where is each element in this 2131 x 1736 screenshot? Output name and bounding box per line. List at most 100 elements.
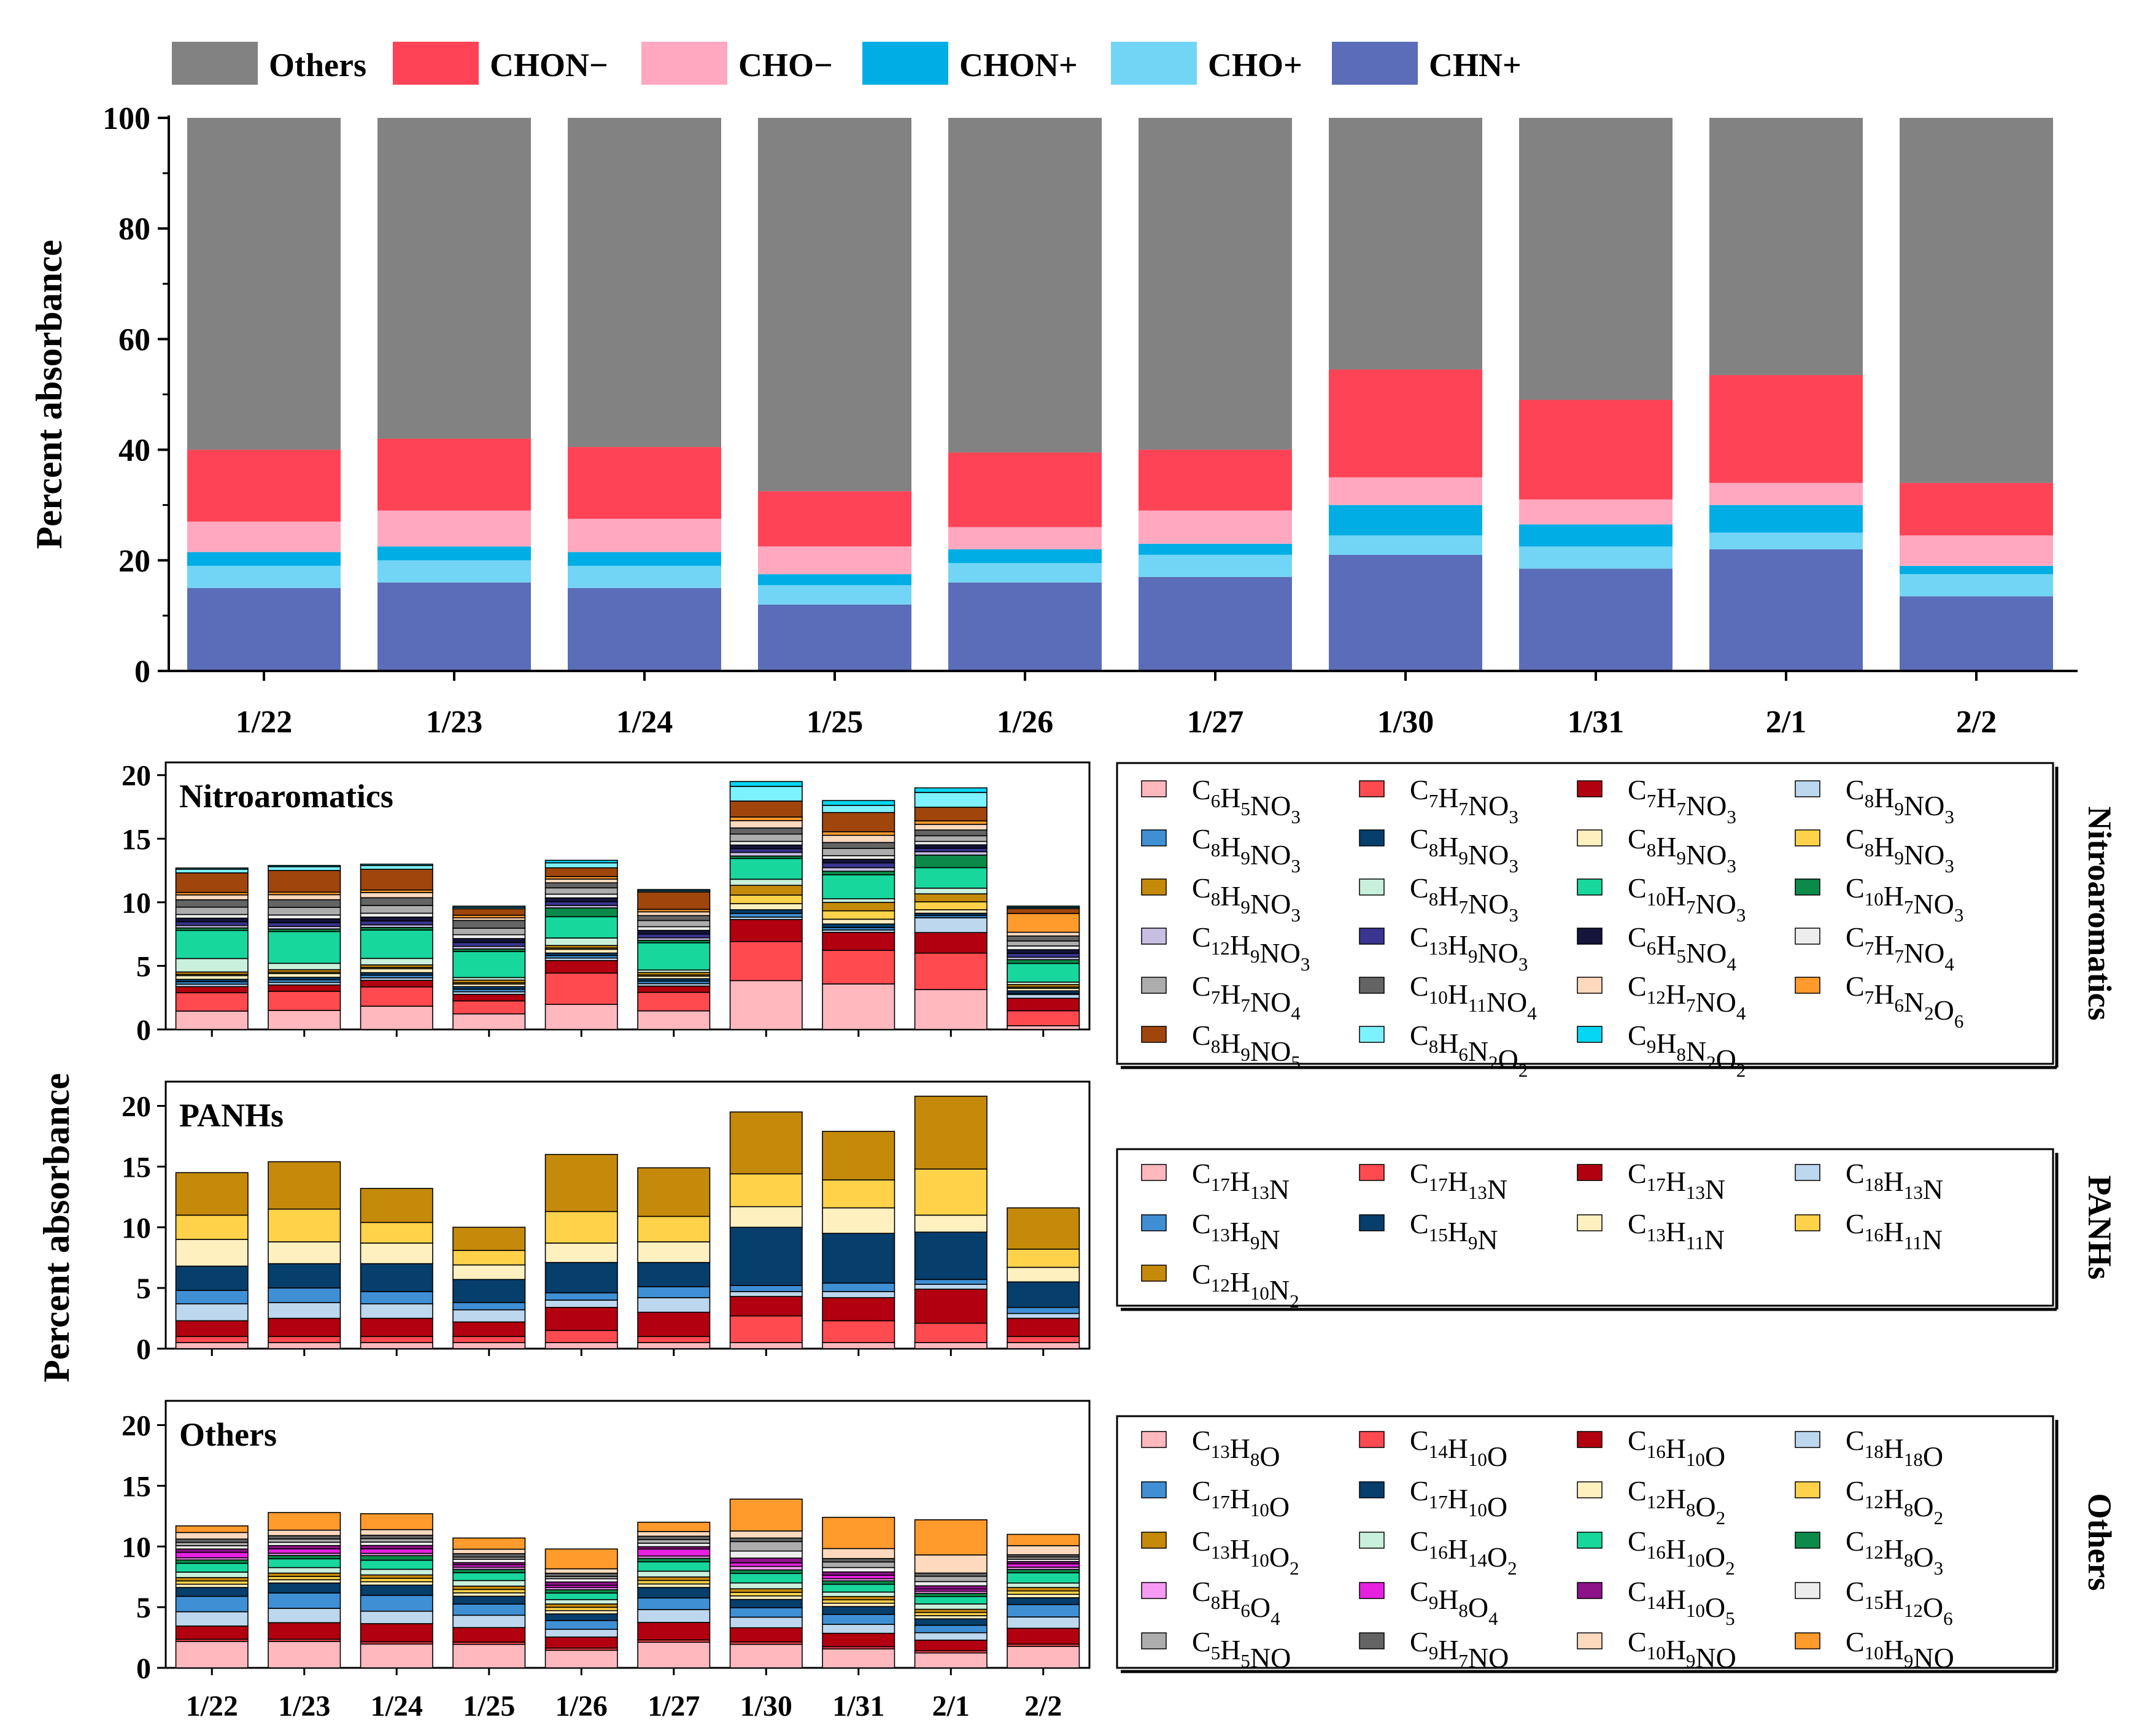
bar-segment [452, 1589, 526, 1594]
formula-element: H [1666, 978, 1686, 1010]
bar-segment [360, 1513, 433, 1530]
formula-subscript: 18 [1865, 1174, 1884, 1195]
bar-segment [914, 1595, 988, 1605]
formula-subscript: 7 [1686, 994, 1696, 1016]
legend-swatch [1359, 780, 1385, 797]
formula-element: NO [1913, 1642, 1954, 1673]
formula-element: C [1846, 1158, 1865, 1189]
bar-segment [452, 1226, 526, 1251]
formula-element: C [1192, 823, 1211, 854]
formula-element: H [1666, 1533, 1686, 1565]
formula-element: C [1192, 1158, 1211, 1189]
formula-subscript: 12 [1904, 1600, 1923, 1621]
bar-segment [729, 878, 803, 886]
legend-swatch [1577, 1582, 1603, 1599]
formula-element: N [1904, 986, 1924, 1018]
bar-segment [1007, 1336, 1080, 1343]
formula-subscript: 10 [1686, 1600, 1705, 1621]
bar-segment [568, 565, 721, 588]
bar-segment [360, 1242, 433, 1265]
legend-label: C17H13N [1410, 1158, 1507, 1205]
bar-segment [822, 858, 895, 864]
legend-swatch [1359, 928, 1385, 945]
formula-subscript: 9 [1240, 847, 1250, 869]
bar-segment [268, 1641, 341, 1668]
bar-segment [822, 1580, 895, 1585]
bar-segment [175, 1342, 249, 1349]
bar-segment [914, 1575, 988, 1583]
bar-segment [758, 604, 911, 671]
formula-subscript: 9 [1904, 1650, 1914, 1672]
formula-subscript: 5 [1240, 798, 1250, 820]
bar-segment [268, 1302, 341, 1319]
bar-segment [914, 1279, 988, 1285]
bar-segment [452, 1321, 526, 1338]
y-tick-label: 15 [122, 1470, 151, 1503]
legend-swatch [1795, 780, 1820, 797]
bar-segment [268, 894, 341, 901]
formula-subscript: 3 [1291, 904, 1301, 926]
bar-segment [175, 986, 249, 994]
bar-segment [377, 546, 531, 560]
formula-element: C [1410, 1626, 1429, 1657]
bar-segment [637, 933, 711, 939]
formula-subscript: 12 [1211, 937, 1230, 959]
bar-segment [822, 932, 895, 951]
bar-segment [377, 438, 531, 511]
bar-segment [822, 855, 895, 860]
panel-side-label: Others [2081, 1494, 2118, 1591]
bar-segment [268, 931, 341, 964]
formula-element: N [1477, 1224, 1498, 1255]
bar-segment [822, 902, 895, 912]
bar-segment [914, 1618, 988, 1626]
bar-segment [1007, 1342, 1080, 1349]
bar-segment [175, 1320, 249, 1338]
bar-segment [360, 1006, 433, 1030]
bar-segment [758, 118, 911, 492]
bar-segment [268, 1544, 341, 1549]
legend-label: C7H6N2O6 [1846, 971, 1963, 1032]
bar-segment [268, 973, 341, 978]
bar-segment [822, 874, 895, 900]
legend-label: C12H7NO4 [1628, 971, 1746, 1024]
formula-element: NO [1477, 937, 1518, 969]
bar-segment [1007, 1306, 1080, 1314]
bar-segment [452, 951, 526, 978]
formula-element: N [1686, 1036, 1706, 1067]
bar-segment [268, 1538, 341, 1543]
bar-segment [360, 920, 433, 926]
formula-element: H [1230, 1166, 1250, 1197]
formula-element: O [1487, 1491, 1507, 1522]
formula-subscript: 12 [1647, 986, 1666, 1008]
bar-segment [360, 865, 433, 870]
bar-segment [1709, 482, 1863, 505]
formula-element: H [1220, 978, 1240, 1010]
bar-segment [1007, 1025, 1080, 1030]
formula-subscript: 8 [1458, 1600, 1468, 1621]
legend-swatch [1141, 977, 1167, 994]
bar-segment [822, 918, 895, 925]
bar-segment [175, 1541, 249, 1546]
bar-segment [822, 1624, 895, 1634]
formula-subscript: 9 [1458, 847, 1468, 869]
bar-segment [360, 916, 433, 922]
bar-segment [268, 1592, 341, 1609]
bar-segment [268, 1535, 341, 1540]
x-tick-label: 1/23 [426, 705, 482, 740]
formula-subscript: 5 [1725, 1608, 1735, 1629]
bar-segment [1709, 374, 1863, 483]
formula-subscript: 12 [1647, 1491, 1666, 1513]
legend-label: C8H7NO3 [1410, 872, 1518, 926]
formula-subscript: 18 [1904, 1449, 1923, 1470]
bar-segment [1007, 1533, 1080, 1546]
formula-element: N [1259, 1224, 1280, 1255]
formula-element: H [1230, 929, 1250, 961]
bar-segment [544, 1598, 618, 1605]
formula-subscript: 13 [1211, 1441, 1230, 1462]
bar-segment [452, 934, 526, 939]
legend-swatch [1141, 780, 1167, 797]
bar-segment [360, 1544, 433, 1549]
legend-label: C8H9NO5 [1192, 1020, 1301, 1073]
formula-subscript: 8 [1250, 1449, 1260, 1470]
legend-label: C5H5NO [1192, 1626, 1291, 1673]
